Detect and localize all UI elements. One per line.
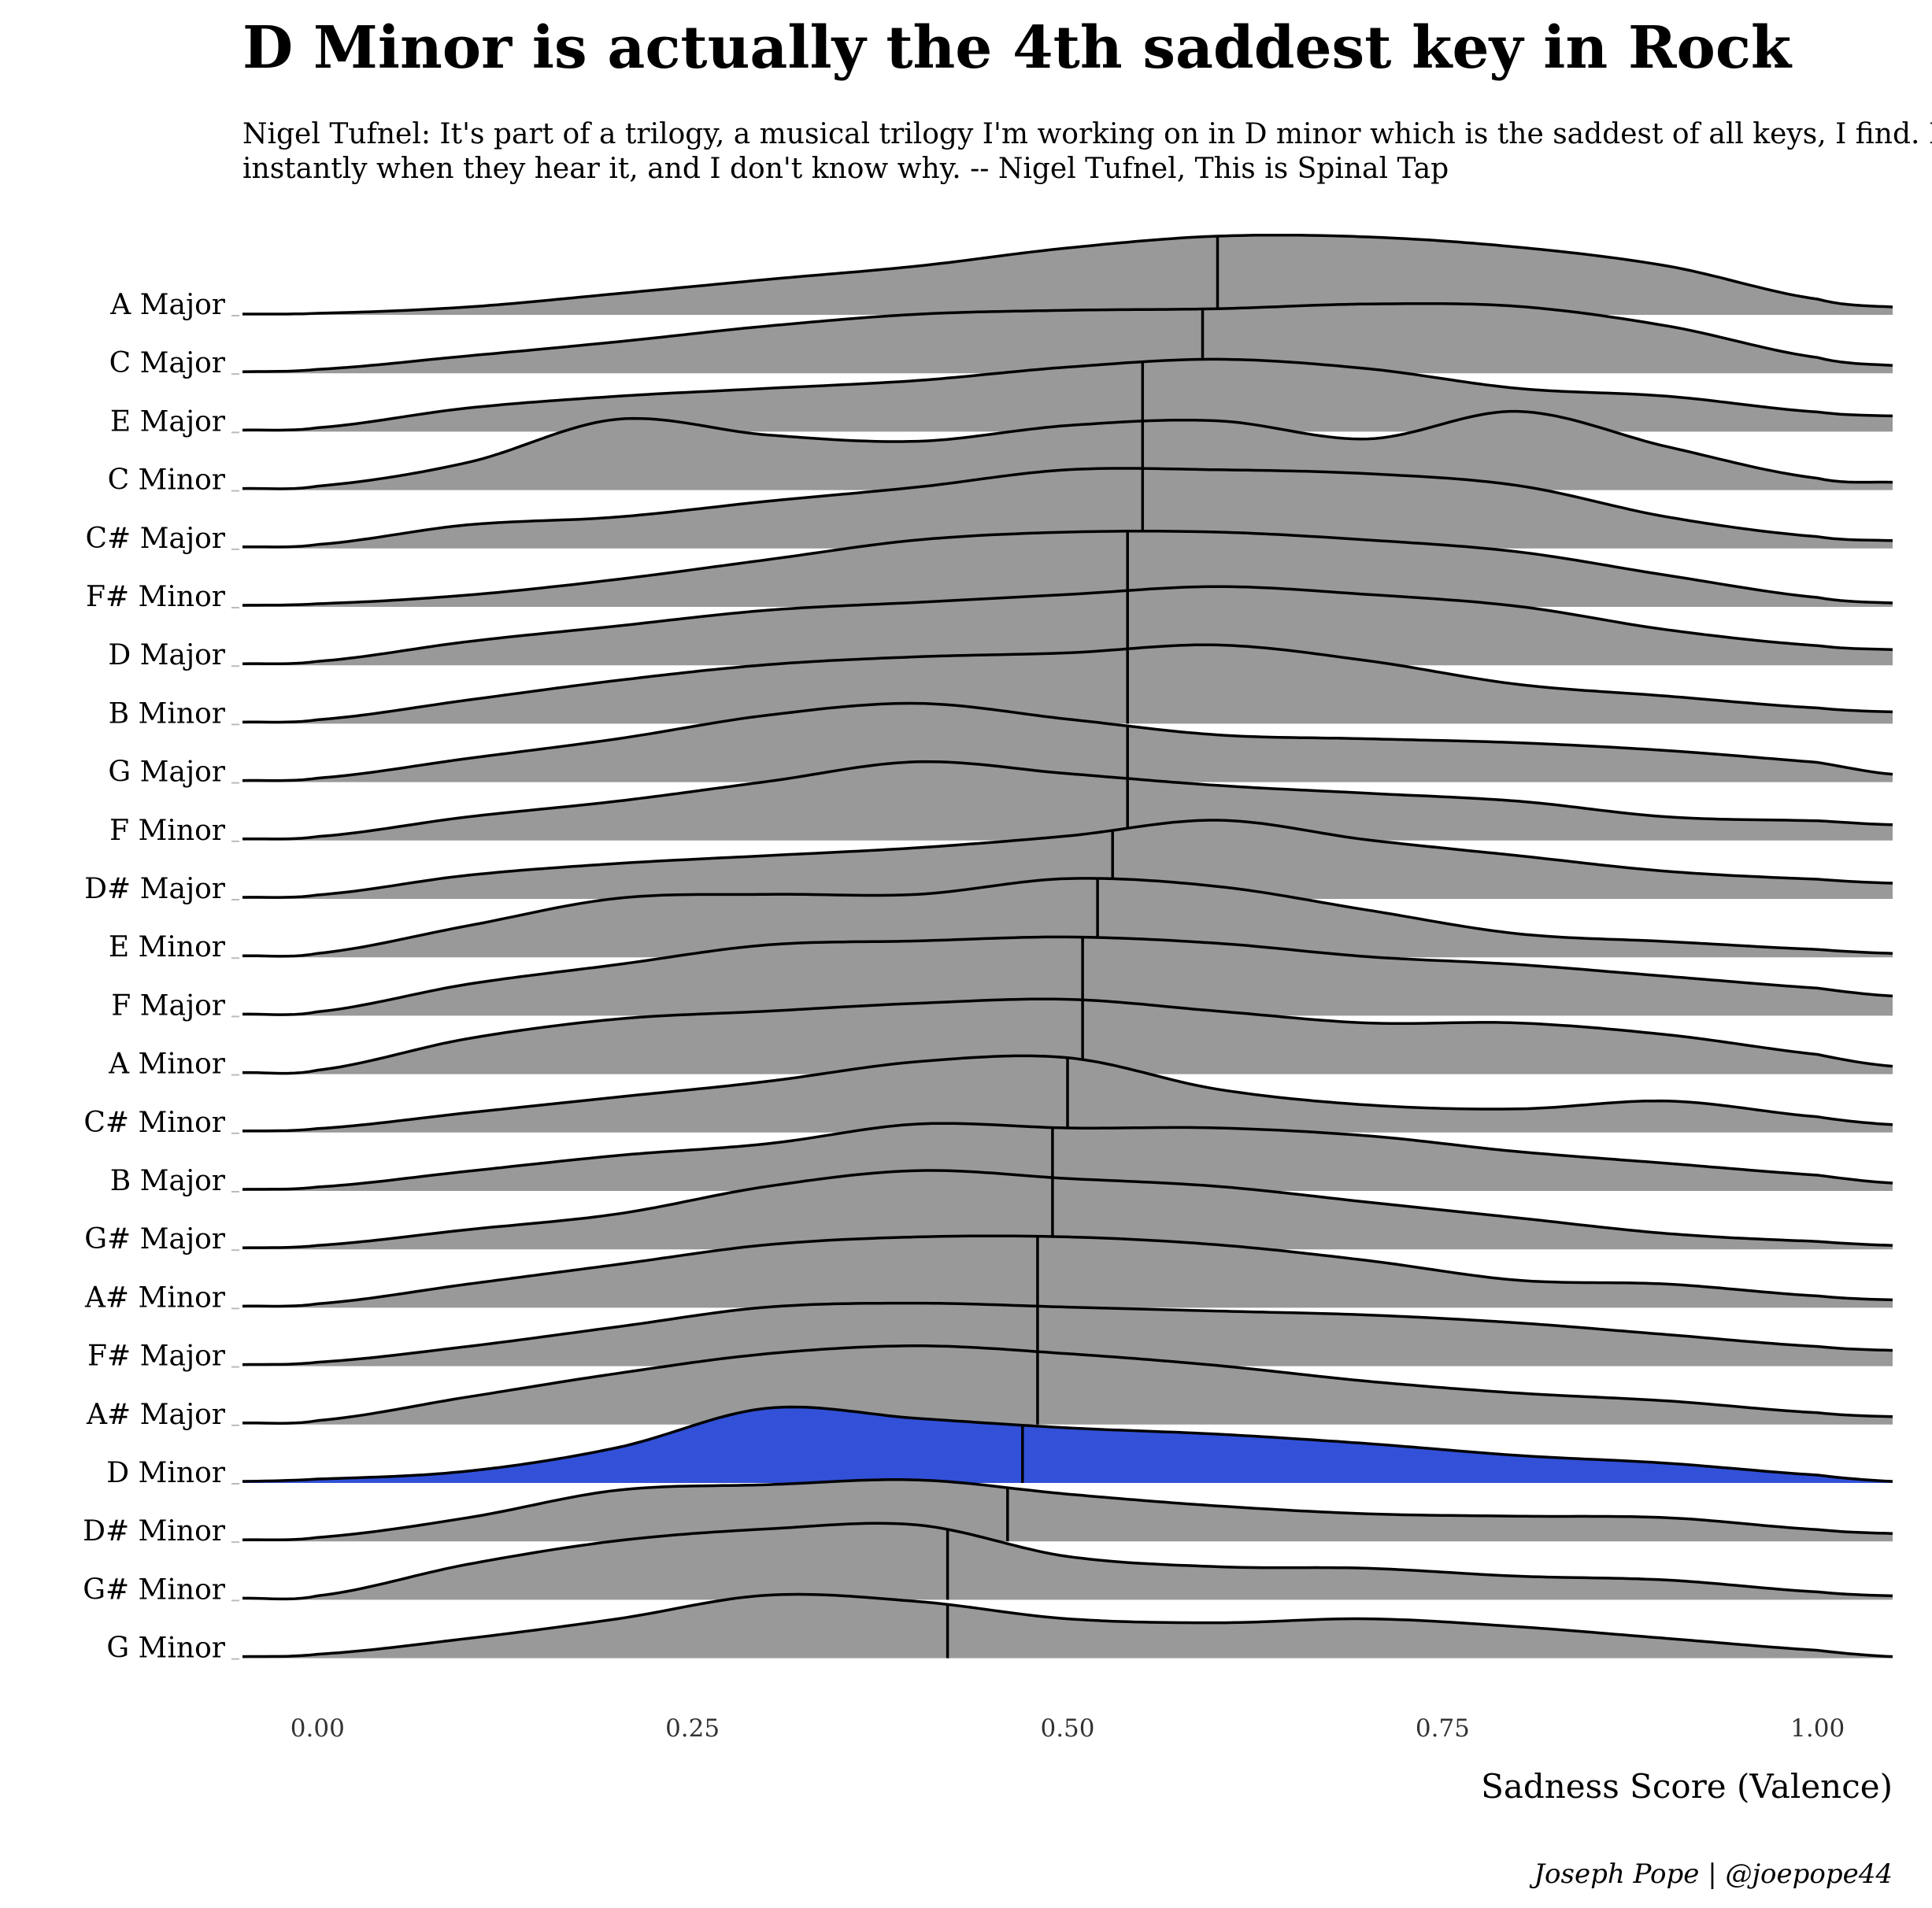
x-tick-label: 0.50 [1040,1714,1094,1743]
ridge-area [242,703,1893,782]
ridge-a-sharp-major [242,1344,1893,1425]
y-label: A# Minor [84,1281,226,1314]
y-label: E Major [110,405,226,438]
y-label: G Minor [106,1633,225,1665]
ridge-d-major [242,585,1893,666]
ridge-area [242,645,1893,724]
y-label: G# Minor [83,1573,226,1606]
ridge-outline [242,1592,1893,1658]
y-label: F Major [111,989,226,1022]
chart-caption: Joseph Pope | @joepope44 [1529,1858,1893,1890]
ridge-outline [242,701,1893,782]
ridge-g-major [242,701,1893,782]
y-label: F# Minor [86,581,226,613]
y-label: D# Major [84,873,226,905]
ridge-b-minor [242,643,1893,724]
x-tick-label: 0.75 [1416,1714,1470,1743]
ridge-f-sharp-minor [242,530,1893,607]
ridge-area [242,586,1893,666]
ridge-area [242,1303,1893,1366]
ridge-area [242,1345,1893,1425]
ridge-outline [242,1169,1893,1249]
ridge-area [242,937,1893,1016]
ridge-outline [242,1122,1893,1191]
ridge-area [242,1236,1893,1308]
chart-title: D Minor is actually the 4th saddest key … [242,14,1793,82]
ridge-area [242,1170,1893,1250]
y-label: B Minor [109,697,226,730]
y-label: A Major [109,289,226,321]
x-tick-label: 1.00 [1790,1714,1845,1743]
y-label: G Major [108,756,225,789]
ridge-area [242,1407,1893,1483]
ridge-area [242,878,1893,958]
ridge-d-minor [242,1405,1893,1483]
ridge-outline [242,409,1893,490]
ridge-area [242,761,1893,841]
ridge-outline [242,530,1893,607]
y-label: D Minor [106,1457,226,1489]
ridge-outline [242,997,1893,1075]
ridge-outline [242,233,1893,316]
y-axis-labels: A Major C Major E Major C Minor C# Major F# M… [83,289,239,1665]
ridge-outline [242,877,1893,958]
ridge-area [242,531,1893,607]
ridge-c-major [242,301,1893,374]
ridge-outline [242,1234,1893,1308]
ridge-c-sharp-major [242,467,1893,549]
chart-subtitle-line-1: Nigel Tufnel: It's part of a trilogy, a … [242,118,1932,150]
ridge-outline [242,1301,1893,1366]
ridge-d-sharp-minor [242,1478,1893,1542]
y-label: A Minor [108,1048,226,1081]
ridges-group [242,233,1893,1658]
x-axis-ticks: 0.00 0.25 0.50 0.75 1.00 [291,1714,1845,1743]
ridge-a-sharp-minor [242,1234,1893,1308]
ridge-outline [242,760,1893,841]
ridge-outline [242,1344,1893,1425]
y-label: C Minor [108,464,226,497]
ridge-c-sharp-minor [242,1054,1893,1133]
y-label: E Minor [109,931,226,963]
y-label: F# Major [87,1340,226,1373]
ridge-area [242,1479,1893,1542]
y-label: D Major [108,639,225,671]
y-label: C# Major [85,523,225,555]
ridge-outline [242,819,1893,899]
x-tick-label: 0.25 [665,1714,720,1743]
ridge-outline [242,1478,1893,1542]
ridge-area [242,468,1893,549]
ridge-g-sharp-minor [242,1522,1893,1601]
y-label: A# Major [86,1399,226,1431]
ridge-area [242,303,1893,374]
x-tick-label: 0.00 [291,1714,345,1743]
y-label: F Minor [109,815,226,847]
y-label: C Major [109,347,226,379]
ridge-a-major [242,233,1893,316]
x-axis-title: Sadness Score (Valence) [1481,1767,1893,1806]
ridge-area [242,1123,1893,1191]
y-label: D# Minor [83,1515,226,1547]
ridge-g-minor [242,1592,1893,1658]
ridge-outline [242,1522,1893,1601]
ridge-area [242,1594,1893,1658]
ridge-outline [242,585,1893,666]
ridge-area [242,820,1893,899]
ridge-outline [242,467,1893,549]
ridge-outline [242,1405,1893,1483]
y-label: B Major [110,1165,226,1197]
ridge-outline [242,643,1893,724]
ridge-outline [242,357,1893,432]
ridge-area [242,999,1893,1074]
y-label: G# Major [84,1223,226,1255]
ridge-area [242,1523,1893,1600]
ridge-outline [242,935,1893,1016]
ridge-area [242,411,1893,490]
ridge-a-minor [242,997,1893,1075]
chart-subtitle-line-2: instantly when they hear it, and I don't… [242,153,1449,185]
y-label: C# Minor [83,1107,225,1139]
ridge-area [242,235,1893,315]
ridge-outline [242,301,1893,373]
